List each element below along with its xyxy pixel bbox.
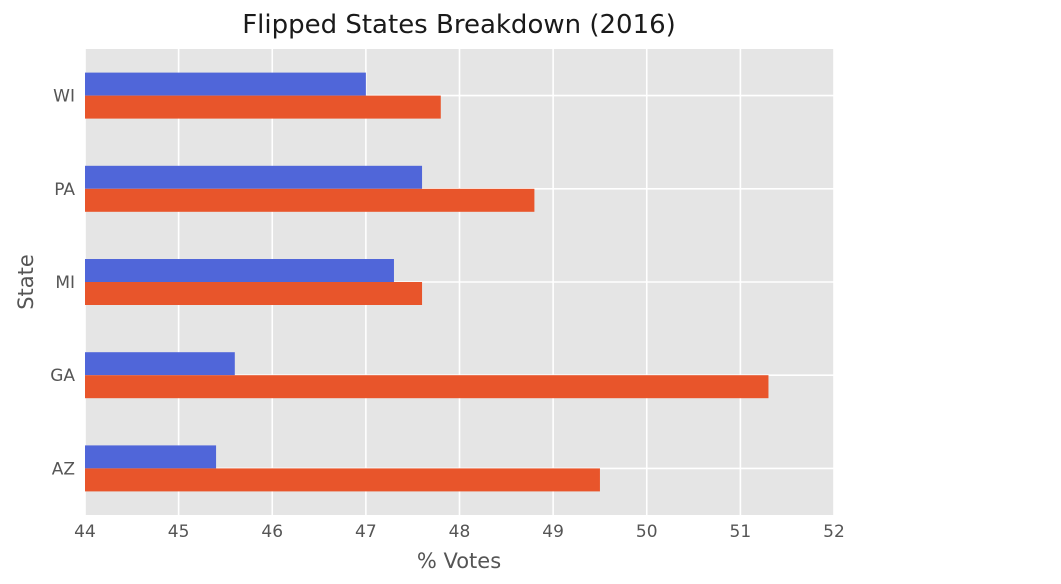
x-tick-label: 47 [355, 522, 377, 542]
bar-az-series-1 [85, 445, 217, 469]
bar-ga-series-1 [85, 352, 235, 376]
x-tick-label: 45 [168, 522, 190, 542]
x-tick-label: 44 [74, 522, 96, 542]
bar-mi-series-1 [85, 259, 394, 282]
bar-az-series-2 [85, 468, 600, 492]
bars [85, 72, 769, 492]
x-axis-label: % Votes [417, 549, 501, 573]
y-tick-label: PA [54, 180, 75, 200]
x-tick-label: 50 [636, 522, 658, 542]
y-tick-label: WI [53, 87, 75, 107]
x-tick-label: 49 [542, 522, 564, 542]
x-tick-label: 48 [449, 522, 471, 542]
x-tick-labels: 44 45 46 47 48 49 50 51 52 [74, 522, 845, 542]
bar-pa-series-2 [85, 188, 535, 212]
bar-ga-series-2 [85, 375, 769, 399]
bar-mi-series-2 [85, 282, 423, 305]
bar-wi-series-2 [85, 95, 441, 119]
bar-pa-series-1 [85, 165, 423, 189]
bar-wi-series-1 [85, 72, 366, 96]
x-tick-label: 46 [261, 522, 283, 542]
x-tick-label: 51 [730, 522, 752, 542]
y-tick-label: MI [55, 273, 75, 293]
y-tick-label: AZ [52, 459, 75, 479]
y-axis-label: State [14, 254, 38, 310]
chart-title: Flipped States Breakdown (2016) [242, 10, 676, 40]
y-tick-label: GA [50, 366, 75, 386]
y-tick-labels: AZ GA MI PA WI [50, 87, 75, 480]
x-tick-label: 52 [823, 522, 845, 542]
